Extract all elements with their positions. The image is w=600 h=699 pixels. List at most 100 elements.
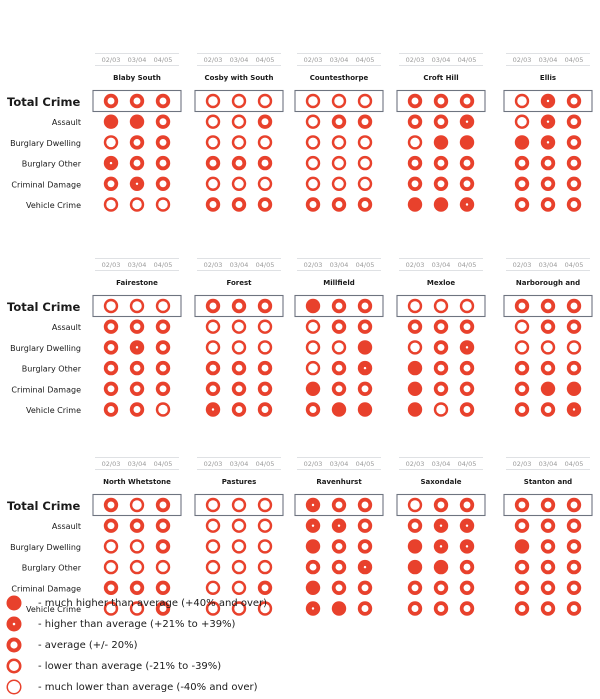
lower-marker (205, 319, 221, 334)
higher-marker (459, 197, 475, 212)
much-higher-marker-icon (6, 595, 22, 611)
area-name: Forest (226, 279, 252, 287)
average-marker (129, 580, 145, 595)
average-marker (540, 601, 556, 616)
total-crime-frame (503, 493, 593, 517)
average-marker (205, 360, 221, 376)
legend-item-much-higher: - much higher than average (+40% and ove… (6, 594, 267, 612)
average-marker (433, 601, 449, 616)
lower-marker (231, 601, 247, 616)
much-higher-marker (514, 539, 530, 554)
much-higher-marker (305, 298, 321, 314)
row-label: Burglary Dwelling (10, 344, 81, 353)
average-marker (129, 518, 145, 533)
lower-marker (129, 601, 145, 616)
average-marker (257, 402, 273, 417)
average-marker (257, 580, 273, 595)
lower-marker (129, 298, 145, 314)
lower-marker (566, 340, 582, 355)
much-higher-marker (433, 135, 449, 150)
lower-marker (257, 601, 273, 616)
much-higher-marker (331, 402, 347, 417)
much-higher-legend-marker (6, 595, 22, 611)
total-crime-frame (294, 89, 384, 113)
average-marker (514, 197, 530, 212)
average-marker (514, 497, 530, 513)
lower-marker (205, 135, 221, 150)
lower-marker (205, 340, 221, 355)
year-label: 04/05 (458, 56, 477, 64)
average-marker (257, 360, 273, 376)
total-crime-frame (92, 493, 182, 517)
average-marker (566, 298, 582, 314)
average-marker (459, 176, 475, 191)
much-higher-marker (566, 381, 582, 396)
year-label: 03/04 (128, 56, 147, 64)
average-marker (155, 497, 171, 513)
average-marker (433, 155, 449, 171)
area-panel: 02/03 03/04 04/05 Cosby with South (194, 53, 284, 212)
year-label: 02/03 (406, 460, 425, 468)
average-marker (357, 518, 373, 533)
average-marker (231, 197, 247, 212)
average-marker (407, 319, 423, 334)
legend-label: - much higher than average (+40% and ove… (38, 597, 268, 609)
average-marker (257, 381, 273, 396)
year-label: 04/05 (458, 460, 477, 468)
area-panel: 02/03 03/04 04/05 Narborough and (503, 258, 593, 417)
area-name: Cosby with South (205, 74, 274, 82)
much-higher-marker (433, 559, 449, 575)
average-marker (357, 539, 373, 554)
year-label: 03/04 (128, 261, 147, 269)
year-label: 02/03 (406, 261, 425, 269)
average-marker (305, 402, 321, 417)
lower-marker (231, 93, 247, 109)
lower-marker (257, 319, 273, 334)
average-marker (155, 114, 171, 129)
average-marker (103, 319, 119, 334)
average-marker (155, 580, 171, 595)
row-label: Criminal Damage (11, 180, 81, 189)
average-marker (514, 360, 530, 376)
row-label-column: Total Crime Assault Burglary Dwelling Burgl… (7, 300, 82, 415)
year-label: 02/03 (102, 56, 121, 64)
row-label: Assault (52, 522, 81, 531)
average-marker (459, 360, 475, 376)
year-label: 04/05 (154, 460, 173, 468)
average-marker (433, 93, 449, 109)
total-crime-frame (194, 493, 284, 517)
average-marker (540, 559, 556, 575)
average-marker (566, 360, 582, 376)
row-label: Burglary Dwelling (10, 139, 81, 148)
average-marker (566, 559, 582, 575)
average-marker (257, 114, 273, 129)
lower-marker (305, 93, 321, 109)
higher-marker (459, 114, 475, 129)
lower-marker (459, 298, 475, 314)
year-label: 03/04 (230, 460, 249, 468)
lower-marker (433, 298, 449, 314)
lower-marker (540, 340, 556, 355)
average-marker (155, 601, 171, 616)
row-label-total-crime: Total Crime (7, 499, 80, 513)
year-label: 03/04 (330, 460, 349, 468)
average-marker (103, 176, 119, 191)
lower-marker (305, 114, 321, 129)
legend: - much higher than average (+40% and ove… (0, 594, 600, 699)
higher-marker (305, 601, 321, 616)
average-marker (566, 539, 582, 554)
average-marker (459, 319, 475, 334)
average-marker (129, 93, 145, 109)
year-label: 02/03 (204, 56, 223, 64)
higher-marker-icon (6, 616, 22, 632)
year-label: 03/04 (330, 56, 349, 64)
higher-marker (305, 497, 321, 513)
average-marker (357, 197, 373, 212)
average-marker (155, 360, 171, 376)
lower-marker (257, 559, 273, 575)
average-marker (231, 381, 247, 396)
average-marker (231, 155, 247, 171)
total-crime-frame (503, 294, 593, 318)
average-marker (331, 114, 347, 129)
average-marker (331, 539, 347, 554)
